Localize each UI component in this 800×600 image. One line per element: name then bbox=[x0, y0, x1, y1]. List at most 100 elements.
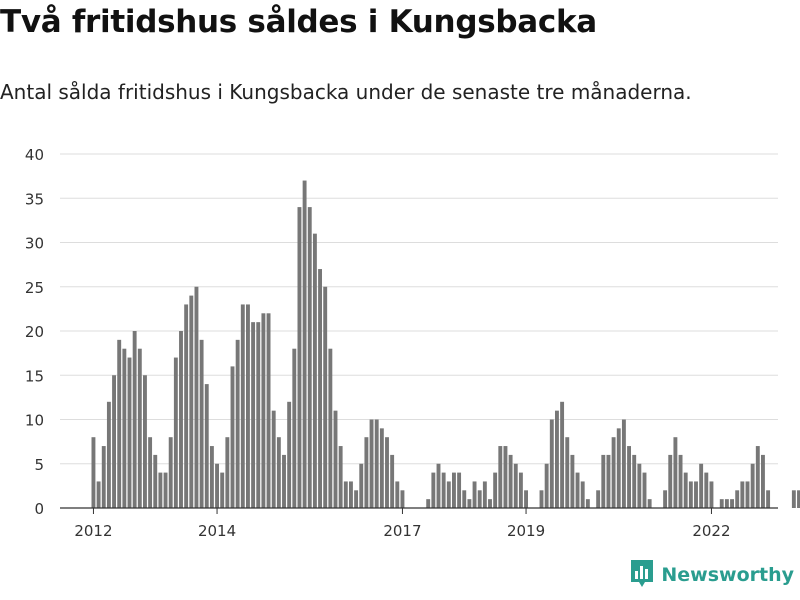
bar bbox=[596, 490, 601, 508]
bar bbox=[106, 401, 111, 508]
bar bbox=[251, 322, 256, 508]
bar bbox=[220, 472, 225, 508]
bar bbox=[740, 481, 745, 508]
bar bbox=[364, 437, 369, 508]
bar bbox=[96, 481, 101, 508]
brand-logo: Newsworthy bbox=[629, 558, 794, 592]
bar bbox=[642, 472, 647, 508]
bar bbox=[606, 454, 611, 508]
bar bbox=[431, 472, 436, 508]
bar bbox=[209, 446, 214, 508]
bar bbox=[323, 286, 328, 508]
bar bbox=[179, 331, 183, 508]
bar bbox=[379, 428, 384, 508]
chart-subtitle: Antal sålda fritidshus i Kungsbacka unde… bbox=[0, 80, 692, 104]
bar bbox=[457, 472, 462, 508]
bar bbox=[240, 304, 245, 508]
chart-title: Två fritidshus såldes i Kungsbacka bbox=[0, 4, 597, 40]
bar bbox=[158, 472, 163, 508]
bar bbox=[132, 331, 137, 508]
bar bbox=[117, 339, 122, 508]
brand-name: Newsworthy bbox=[661, 564, 794, 586]
bar bbox=[797, 490, 800, 508]
bar bbox=[256, 322, 261, 508]
bar bbox=[637, 463, 642, 508]
y-tick-label: 15 bbox=[25, 367, 44, 385]
bar bbox=[544, 463, 549, 508]
bar bbox=[745, 481, 750, 508]
bar bbox=[199, 339, 204, 508]
bar bbox=[482, 481, 487, 508]
y-tick-label: 0 bbox=[34, 500, 44, 518]
bar bbox=[436, 463, 441, 508]
bar bbox=[498, 446, 503, 508]
bar bbox=[462, 490, 467, 508]
bar bbox=[575, 472, 580, 508]
bar bbox=[694, 481, 698, 508]
bar bbox=[112, 375, 116, 508]
bar bbox=[349, 481, 353, 508]
bar bbox=[230, 366, 235, 508]
x-tick-label: 2022 bbox=[692, 522, 730, 540]
bar bbox=[678, 454, 683, 508]
bar bbox=[426, 499, 431, 508]
bar bbox=[446, 481, 451, 508]
bar bbox=[318, 269, 322, 508]
bar bbox=[611, 437, 616, 508]
bar bbox=[276, 437, 281, 508]
bar bbox=[271, 410, 276, 508]
bar bbox=[724, 499, 729, 508]
x-tick-label: 2012 bbox=[74, 522, 112, 540]
bar bbox=[328, 348, 333, 508]
bar bbox=[302, 180, 307, 509]
bar bbox=[246, 304, 250, 508]
bar bbox=[518, 472, 523, 508]
bar-chart: 0510152025303540220122014201720192022202… bbox=[25, 146, 800, 540]
bar bbox=[616, 428, 621, 508]
bar bbox=[555, 410, 559, 508]
bar bbox=[452, 472, 456, 508]
bar bbox=[333, 410, 338, 508]
bar bbox=[354, 490, 359, 508]
y-tick-label: 20 bbox=[25, 323, 44, 341]
bar bbox=[148, 437, 153, 508]
bar bbox=[688, 481, 693, 508]
y-tick-label: 5 bbox=[34, 456, 44, 474]
bar bbox=[735, 490, 740, 508]
bar bbox=[127, 357, 132, 508]
bar bbox=[297, 207, 302, 508]
bar bbox=[173, 357, 178, 508]
bar bbox=[307, 207, 312, 508]
bar bbox=[194, 286, 199, 508]
bar bbox=[709, 481, 714, 508]
bar bbox=[400, 490, 405, 508]
bar-chart-pin-icon bbox=[629, 558, 655, 592]
bar bbox=[761, 454, 765, 508]
bar bbox=[601, 454, 606, 508]
y-tick-label: 35 bbox=[25, 190, 44, 208]
bar bbox=[261, 313, 266, 508]
bar bbox=[441, 472, 446, 508]
bar bbox=[184, 304, 189, 508]
bar bbox=[627, 446, 631, 508]
bar bbox=[647, 499, 652, 508]
bar bbox=[750, 463, 755, 508]
bar bbox=[513, 463, 518, 508]
bar bbox=[791, 490, 796, 508]
bar bbox=[189, 295, 194, 508]
bar bbox=[390, 454, 395, 508]
y-tick-label: 25 bbox=[25, 279, 44, 297]
bar bbox=[549, 419, 554, 508]
bar bbox=[632, 454, 637, 508]
bar bbox=[699, 463, 704, 508]
bar bbox=[153, 454, 158, 508]
bar bbox=[488, 499, 492, 508]
bar bbox=[374, 419, 379, 508]
bar bbox=[730, 499, 734, 508]
bar bbox=[472, 481, 477, 508]
bar bbox=[91, 437, 96, 508]
bar bbox=[385, 437, 389, 508]
bar bbox=[143, 375, 147, 508]
bar bbox=[621, 419, 626, 508]
bar bbox=[359, 463, 364, 508]
